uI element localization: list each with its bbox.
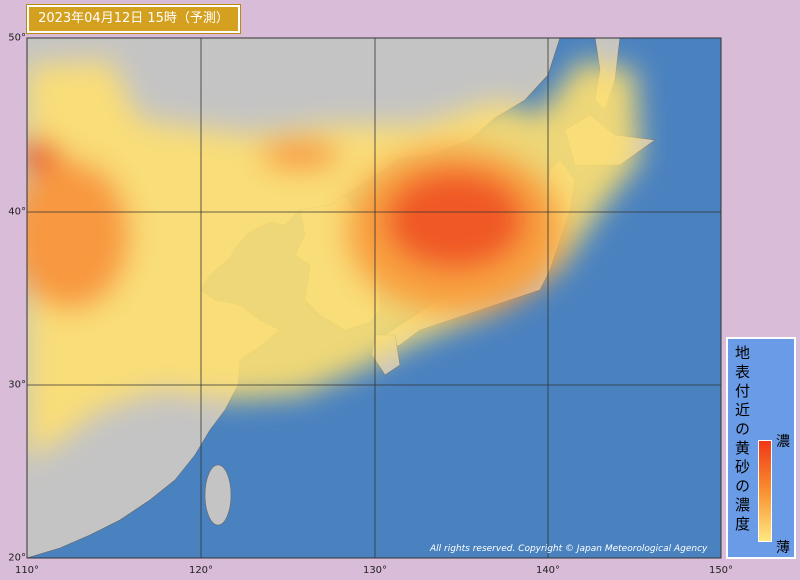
- dust-layer: [27, 60, 640, 460]
- legend-title: 地表付近の黄砂の濃度: [733, 345, 751, 535]
- lon-label: 110°: [14, 565, 40, 576]
- lat-label: 30°: [8, 379, 26, 391]
- legend-high: 濃: [776, 434, 790, 450]
- lon-label: 130°: [362, 565, 388, 576]
- lat-label: 40°: [8, 206, 26, 218]
- legend: 地表付近の黄砂の濃度 濃 薄: [726, 337, 796, 559]
- graticule: [27, 38, 721, 558]
- lon-label: 150°: [708, 565, 734, 576]
- map-frame: [26, 37, 722, 559]
- title: 2023年04月12日 15時（予測）: [26, 4, 241, 34]
- lat-label: 50°: [8, 32, 26, 44]
- lon-label: 120°: [188, 565, 214, 576]
- legend-bar: [758, 440, 772, 542]
- legend-low: 薄: [776, 540, 790, 556]
- lon-label: 140°: [535, 565, 561, 576]
- lat-label: 20°: [8, 552, 26, 564]
- copyright: All rights reserved. Copyright © Japan M…: [430, 544, 708, 554]
